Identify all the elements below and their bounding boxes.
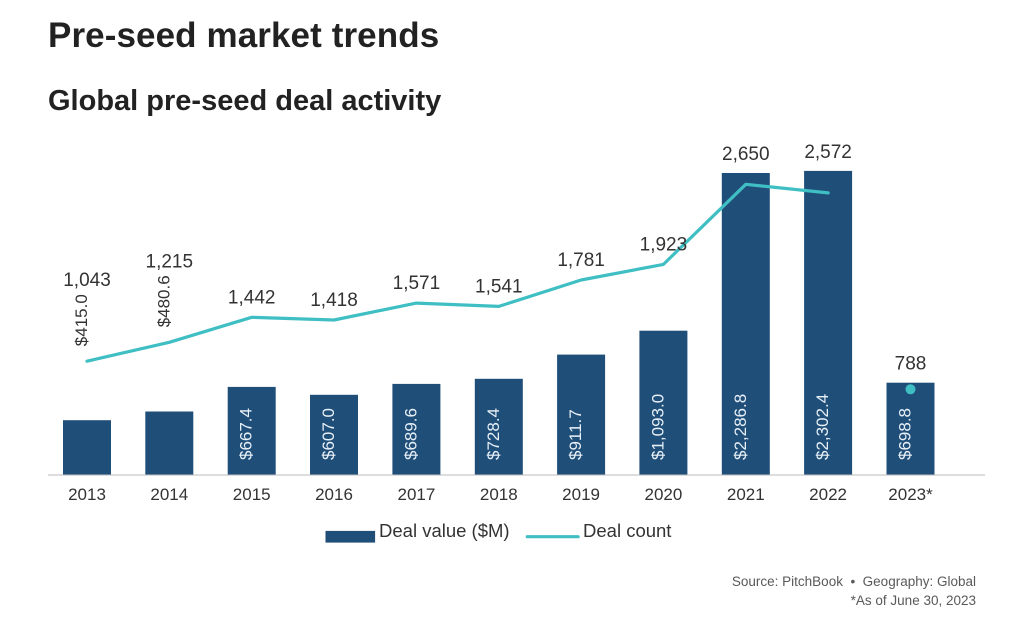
svg-text:$667.4: $667.4 bbox=[237, 408, 256, 460]
svg-text:$2,302.4: $2,302.4 bbox=[813, 394, 832, 460]
svg-text:1,541: 1,541 bbox=[475, 276, 523, 297]
svg-text:2020: 2020 bbox=[644, 485, 682, 504]
svg-text:1,442: 1,442 bbox=[228, 287, 276, 308]
svg-text:2014: 2014 bbox=[150, 485, 188, 504]
svg-text:2017: 2017 bbox=[397, 485, 435, 504]
svg-text:2013: 2013 bbox=[68, 485, 106, 504]
svg-text:$689.6: $689.6 bbox=[401, 408, 420, 460]
svg-text:$415.0: $415.0 bbox=[72, 294, 91, 346]
svg-text:1,215: 1,215 bbox=[146, 251, 194, 272]
svg-text:$698.8: $698.8 bbox=[896, 408, 915, 460]
svg-text:2016: 2016 bbox=[315, 485, 353, 504]
svg-text:$1,093.0: $1,093.0 bbox=[648, 394, 667, 460]
svg-text:2018: 2018 bbox=[480, 485, 518, 504]
svg-text:Deal count: Deal count bbox=[583, 520, 671, 541]
svg-text:2019: 2019 bbox=[562, 485, 600, 504]
svg-text:2,650: 2,650 bbox=[722, 144, 770, 165]
svg-text:1,043: 1,043 bbox=[63, 270, 111, 291]
svg-text:2015: 2015 bbox=[233, 485, 271, 504]
svg-text:2,572: 2,572 bbox=[804, 142, 852, 163]
svg-text:2023*: 2023* bbox=[888, 485, 933, 504]
svg-text:$607.0: $607.0 bbox=[319, 408, 338, 460]
svg-text:$2,286.8: $2,286.8 bbox=[731, 394, 750, 460]
svg-text:2022: 2022 bbox=[809, 485, 847, 504]
svg-text:1,571: 1,571 bbox=[393, 273, 441, 294]
svg-text:2021: 2021 bbox=[727, 485, 765, 504]
svg-text:$480.6: $480.6 bbox=[154, 275, 173, 327]
svg-text:$728.4: $728.4 bbox=[484, 408, 503, 460]
svg-text:1,923: 1,923 bbox=[640, 234, 688, 255]
svg-text:788: 788 bbox=[895, 354, 927, 375]
svg-text:1,418: 1,418 bbox=[310, 290, 358, 311]
svg-text:$911.7: $911.7 bbox=[566, 409, 585, 460]
svg-text:Deal value ($M): Deal value ($M) bbox=[379, 520, 510, 541]
svg-text:1,781: 1,781 bbox=[557, 250, 605, 271]
